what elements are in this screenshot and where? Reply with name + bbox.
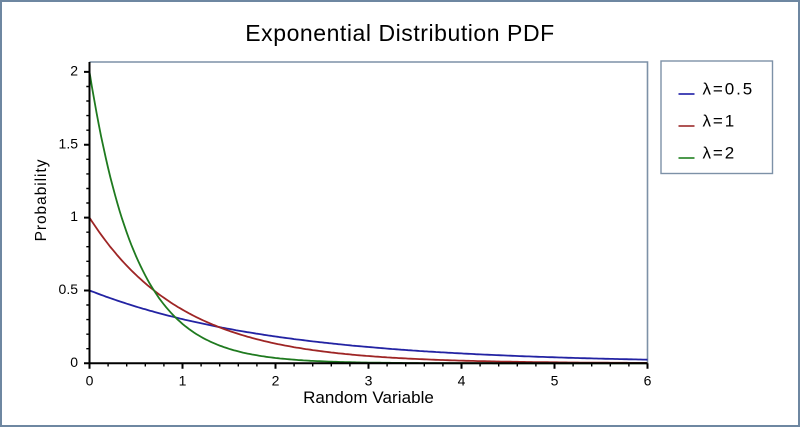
svg-text:2: 2 <box>272 373 280 389</box>
svg-text:6: 6 <box>644 373 652 389</box>
svg-text:Exponential Distribution PDF: Exponential Distribution PDF <box>245 20 554 46</box>
svg-text:1: 1 <box>70 208 78 224</box>
svg-text:4: 4 <box>458 373 466 389</box>
svg-text:0: 0 <box>70 354 78 370</box>
svg-text:0: 0 <box>86 373 94 389</box>
svg-text:3: 3 <box>365 373 373 389</box>
svg-text:Probability: Probability <box>33 159 50 242</box>
svg-text:Random Variable: Random Variable <box>303 388 434 407</box>
svg-text:λ=0.5: λ=0.5 <box>703 80 755 99</box>
svg-text:1: 1 <box>179 373 187 389</box>
svg-text:0.5: 0.5 <box>59 281 79 297</box>
svg-text:1.5: 1.5 <box>59 135 79 151</box>
svg-text:λ=1: λ=1 <box>703 112 737 131</box>
svg-text:λ=2: λ=2 <box>703 144 737 163</box>
svg-text:5: 5 <box>551 373 559 389</box>
svg-text:2: 2 <box>70 62 78 78</box>
